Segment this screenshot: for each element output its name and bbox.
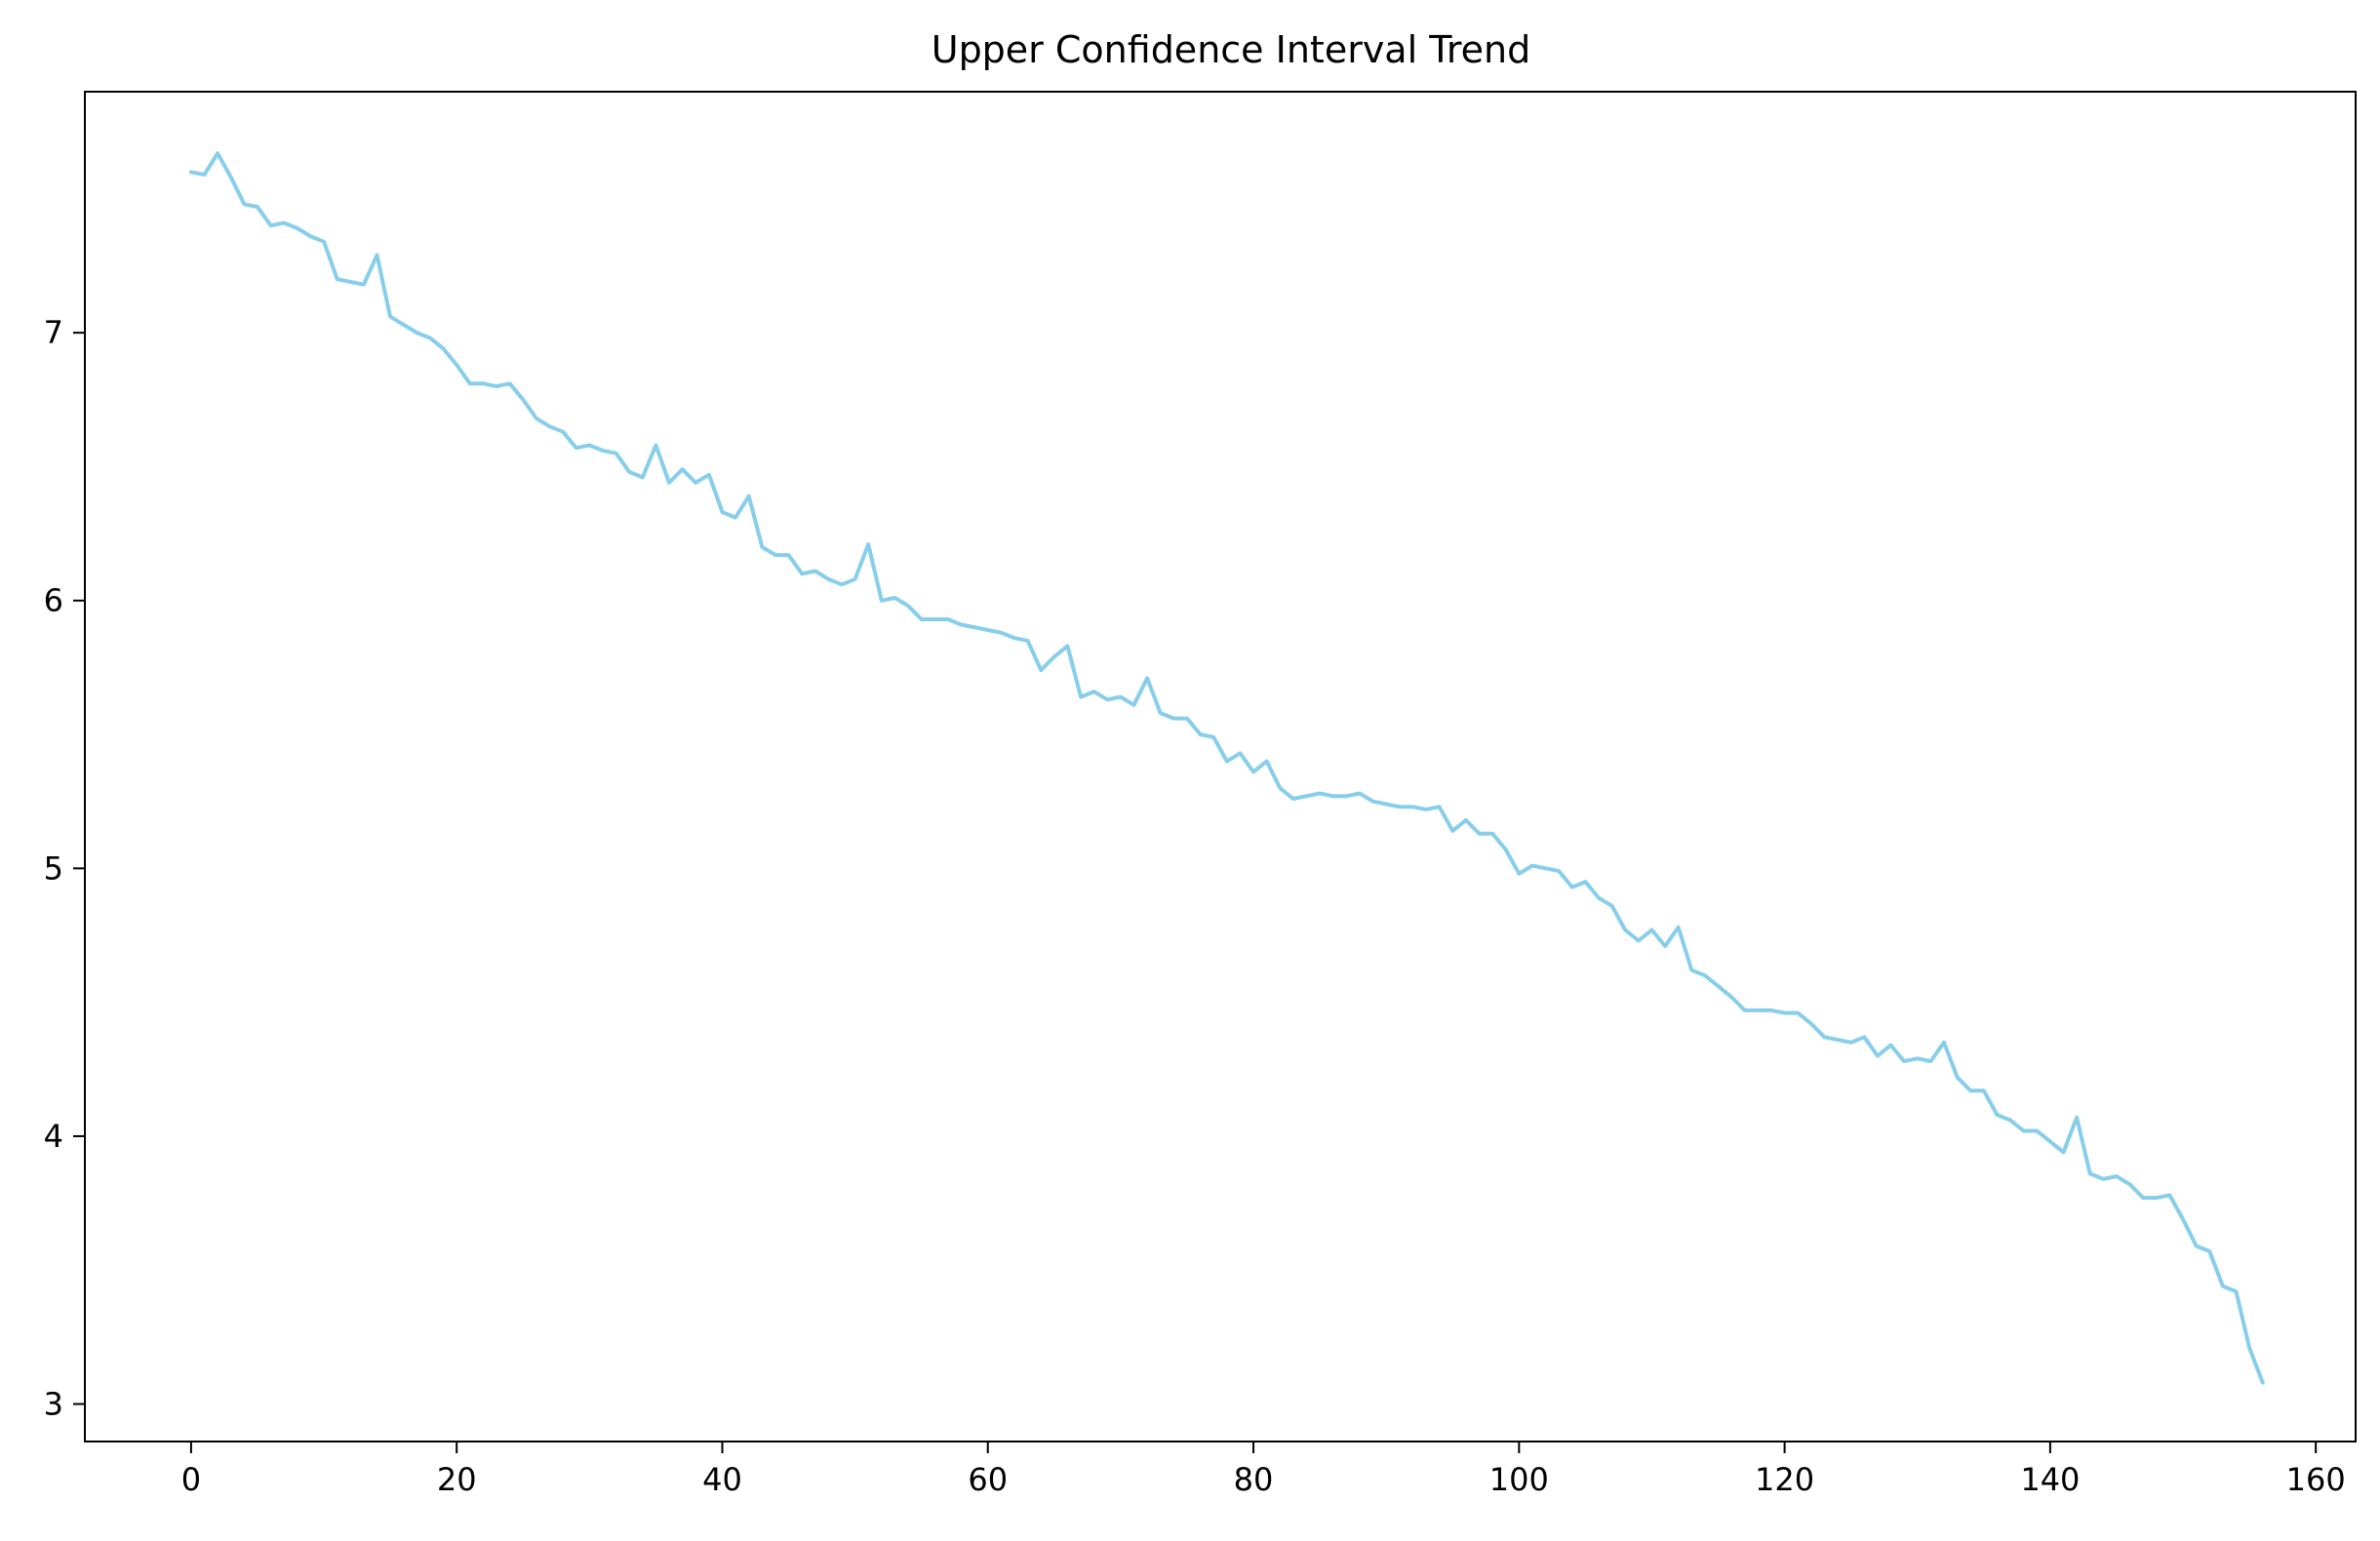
x-tick-label: 160 xyxy=(2286,1461,2346,1498)
y-tick-label: 4 xyxy=(44,1118,63,1155)
x-tick-label: 120 xyxy=(1755,1461,1814,1498)
x-tick-label: 60 xyxy=(968,1461,1008,1498)
x-tick-label: 40 xyxy=(702,1461,742,1498)
y-tick-label: 5 xyxy=(44,850,63,887)
x-tick-label: 0 xyxy=(181,1461,201,1498)
x-tick-label: 80 xyxy=(1234,1461,1274,1498)
chart-title: Upper Confidence Interval Trend xyxy=(932,28,1530,71)
y-tick-label: 6 xyxy=(44,582,63,619)
plot-frame xyxy=(84,91,2357,1442)
x-tick-label: 140 xyxy=(2020,1461,2080,1498)
x-tick-label: 20 xyxy=(437,1461,477,1498)
axes-layer: 0 20 40 60 80 100 120 140 160 3 4 5 6 7 xyxy=(44,91,2357,1498)
series-line-0 xyxy=(188,151,2265,1385)
x-tick-label: 100 xyxy=(1489,1461,1549,1498)
y-tick-label: 3 xyxy=(44,1386,63,1423)
series-layer xyxy=(188,151,2265,1385)
y-tick-label: 7 xyxy=(44,314,63,351)
